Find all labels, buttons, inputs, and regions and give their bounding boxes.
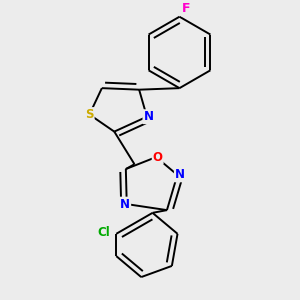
Text: N: N: [143, 110, 153, 123]
Text: N: N: [120, 198, 130, 211]
Text: N: N: [175, 168, 185, 182]
Text: Cl: Cl: [98, 226, 110, 239]
Text: F: F: [182, 2, 190, 15]
Text: O: O: [153, 151, 163, 164]
Text: S: S: [85, 108, 94, 121]
